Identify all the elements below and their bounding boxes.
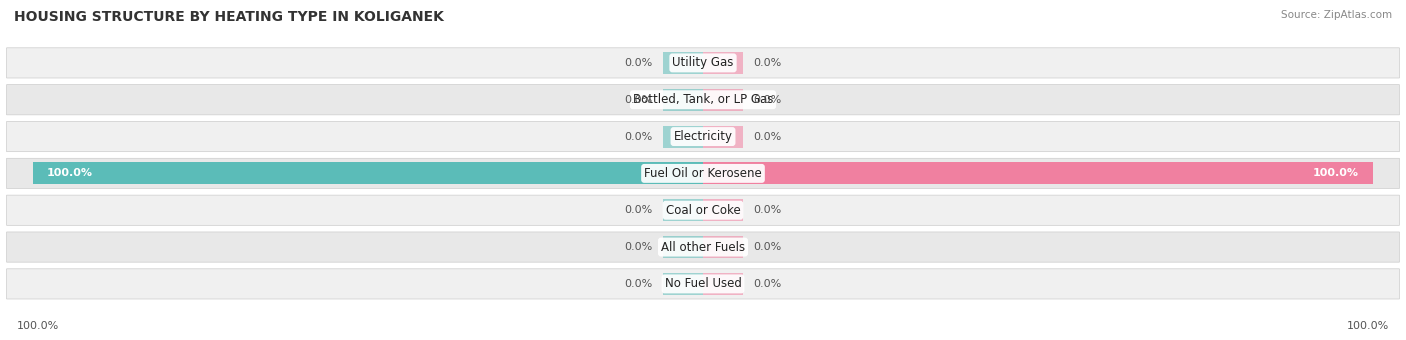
Text: Electricity: Electricity xyxy=(673,130,733,143)
Text: Source: ZipAtlas.com: Source: ZipAtlas.com xyxy=(1281,10,1392,20)
Text: Coal or Coke: Coal or Coke xyxy=(665,204,741,217)
Bar xyxy=(703,125,744,148)
Text: 0.0%: 0.0% xyxy=(624,132,652,141)
Text: 0.0%: 0.0% xyxy=(754,58,782,68)
Bar xyxy=(662,89,703,111)
Text: 100.0%: 100.0% xyxy=(46,168,93,179)
FancyBboxPatch shape xyxy=(7,85,1399,115)
Text: 0.0%: 0.0% xyxy=(624,58,652,68)
Text: 0.0%: 0.0% xyxy=(624,279,652,289)
Bar xyxy=(703,89,744,111)
Text: Utility Gas: Utility Gas xyxy=(672,56,734,69)
Bar xyxy=(34,163,703,184)
Text: 0.0%: 0.0% xyxy=(754,95,782,105)
Bar xyxy=(662,125,703,148)
FancyBboxPatch shape xyxy=(7,121,1399,152)
Text: 0.0%: 0.0% xyxy=(624,95,652,105)
FancyBboxPatch shape xyxy=(7,195,1399,225)
Text: No Fuel Used: No Fuel Used xyxy=(665,277,741,290)
FancyBboxPatch shape xyxy=(7,158,1399,188)
Bar xyxy=(662,199,703,221)
Bar xyxy=(662,273,703,295)
FancyBboxPatch shape xyxy=(7,232,1399,262)
Text: 0.0%: 0.0% xyxy=(754,132,782,141)
Bar xyxy=(703,273,744,295)
Text: 100.0%: 100.0% xyxy=(17,321,59,332)
Bar xyxy=(662,236,703,258)
Bar xyxy=(703,163,1372,184)
Bar xyxy=(703,199,744,221)
Text: 0.0%: 0.0% xyxy=(754,205,782,215)
Text: 0.0%: 0.0% xyxy=(624,205,652,215)
Text: 100.0%: 100.0% xyxy=(1313,168,1360,179)
Text: All other Fuels: All other Fuels xyxy=(661,241,745,254)
Bar xyxy=(703,52,744,74)
Bar xyxy=(703,236,744,258)
Bar xyxy=(662,52,703,74)
Text: 0.0%: 0.0% xyxy=(624,242,652,252)
Text: Bottled, Tank, or LP Gas: Bottled, Tank, or LP Gas xyxy=(633,93,773,106)
Text: Fuel Oil or Kerosene: Fuel Oil or Kerosene xyxy=(644,167,762,180)
Text: 0.0%: 0.0% xyxy=(754,279,782,289)
Text: 0.0%: 0.0% xyxy=(754,242,782,252)
FancyBboxPatch shape xyxy=(7,48,1399,78)
Text: HOUSING STRUCTURE BY HEATING TYPE IN KOLIGANEK: HOUSING STRUCTURE BY HEATING TYPE IN KOL… xyxy=(14,10,444,24)
FancyBboxPatch shape xyxy=(7,269,1399,299)
Text: 100.0%: 100.0% xyxy=(1347,321,1389,332)
